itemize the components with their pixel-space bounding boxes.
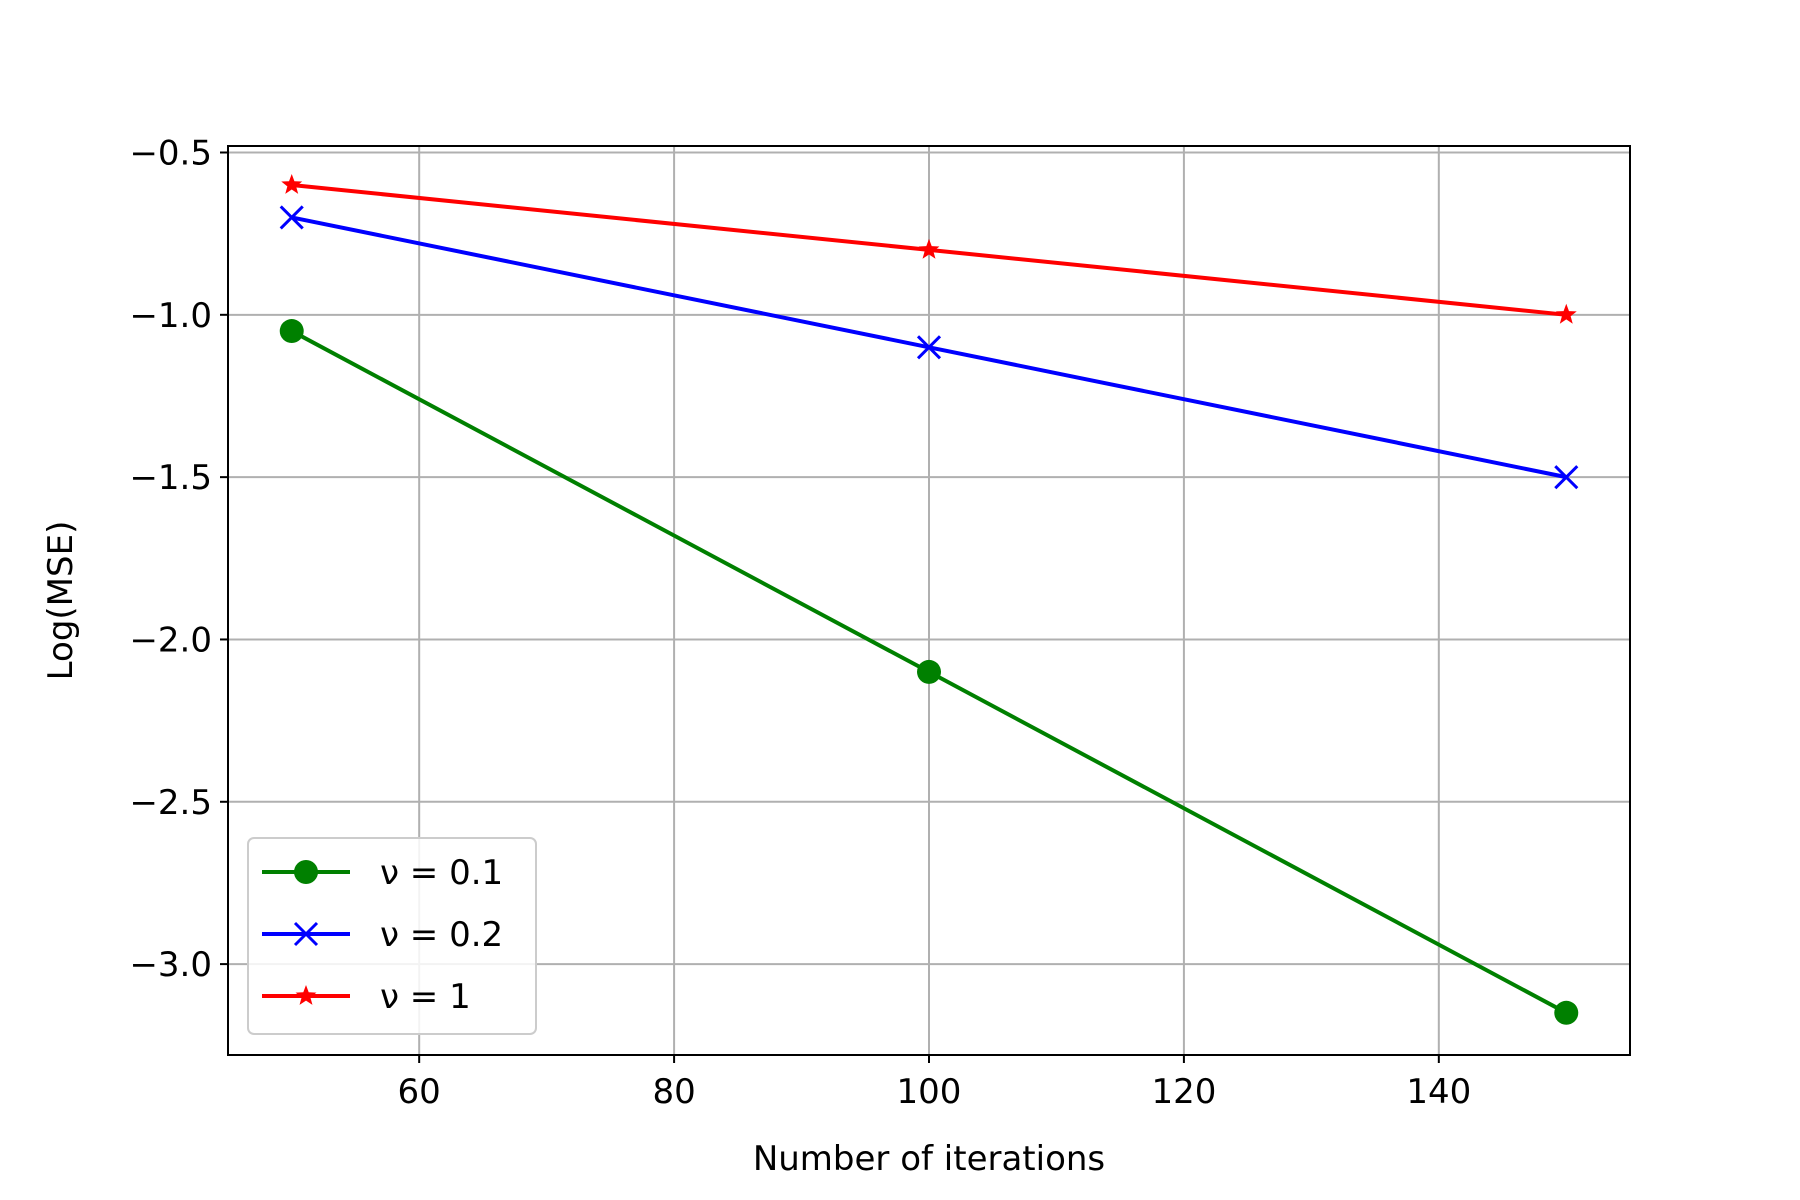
y-tick-label: −0.5 xyxy=(129,133,212,173)
legend-item: ν = 1 xyxy=(262,977,471,1017)
data-point xyxy=(1555,303,1577,324)
data-point xyxy=(281,173,303,194)
y-tick-label: −1.0 xyxy=(129,296,212,336)
x-axis-label: Number of iterations xyxy=(753,1139,1105,1179)
legend-label: ν = 1 xyxy=(380,977,471,1017)
x-tick-label: 140 xyxy=(1406,1072,1471,1112)
y-tick-label: −2.0 xyxy=(129,620,212,660)
x-tick-label: 100 xyxy=(897,1072,962,1112)
x-tick-label: 60 xyxy=(398,1072,441,1112)
legend-item: ν = 0.1 xyxy=(262,853,503,893)
grid xyxy=(228,146,1630,1055)
data-point xyxy=(279,205,304,230)
legend-marker xyxy=(294,860,318,884)
data-point-stroke xyxy=(279,205,304,230)
data-point xyxy=(916,335,942,360)
legend-box xyxy=(247,837,537,1035)
series-1 xyxy=(279,319,1579,1025)
series-2 xyxy=(279,205,1579,490)
x-tick-label: 120 xyxy=(1151,1072,1216,1112)
ticks: 60 80 100 120 140 −3.0 −2.5 −2.0 −1.5 −1.0 −0.5 xyxy=(129,133,1471,1112)
legend-item: ν = 0.2 xyxy=(262,915,503,955)
y-tick-label: −3.0 xyxy=(129,945,212,985)
y-axis-label: Log(MSE) xyxy=(41,521,81,681)
data-point-stroke xyxy=(1554,465,1579,490)
legend: ν = 0.1 ν = 0.2 ν = 1 xyxy=(247,837,537,1035)
y-tick-label: −2.5 xyxy=(129,783,212,823)
legend-label: ν = 0.1 xyxy=(380,853,503,893)
data-point xyxy=(279,319,304,344)
data-point-stroke xyxy=(916,335,942,360)
legend-label: ν = 0.2 xyxy=(380,915,503,955)
data-point xyxy=(1554,1000,1579,1025)
legend-marker-stroke xyxy=(293,921,319,947)
y-tick-label: −1.5 xyxy=(129,458,212,498)
series-3 xyxy=(281,173,1577,324)
legend-marker xyxy=(295,985,317,1005)
data-point xyxy=(1554,465,1579,490)
data-point xyxy=(917,659,941,684)
x-tick-label: 80 xyxy=(652,1072,695,1112)
series-layer xyxy=(279,173,1579,1025)
legend-marker xyxy=(293,921,319,947)
data-point xyxy=(918,238,940,259)
